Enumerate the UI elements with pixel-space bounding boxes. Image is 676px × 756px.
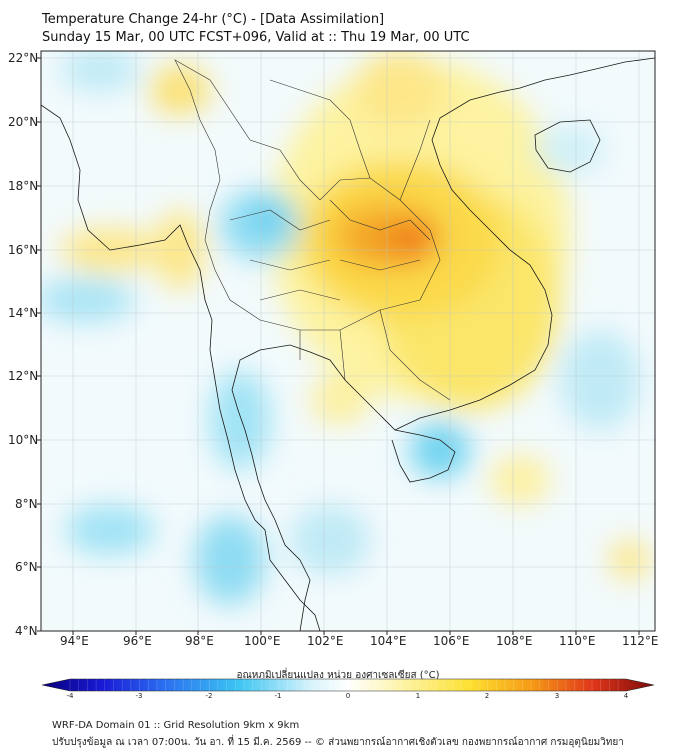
lon-label: 110°E [559, 634, 596, 648]
lat-label: 20°N [8, 115, 39, 129]
map-panel [37, 50, 656, 635]
graticule [41, 51, 655, 631]
lat-label: 6°N [15, 560, 38, 574]
colorbar-title: อุณหภูมิเปลี่ยนแปลง หน่วย องศาเซลเซียส (… [236, 670, 440, 681]
lat-label: 22°N [8, 51, 39, 65]
lon-label: 94°E [60, 634, 89, 648]
lat-label: 8°N [15, 497, 38, 511]
colorbar-tick: -4 [66, 692, 74, 700]
colorbar-tick: -2 [205, 692, 213, 700]
colorbar [41, 678, 655, 692]
colorbar-tick: -1 [274, 692, 282, 700]
coastlines [41, 57, 655, 631]
chart-subtitle: Sunday 15 Mar, 00 UTC FCST+096, Valid at… [42, 30, 470, 45]
lat-label: 14°N [8, 306, 39, 320]
colorbar-tick: 3 [554, 692, 560, 700]
lat-label: 18°N [8, 179, 39, 193]
lon-label: 112°E [622, 634, 659, 648]
lon-label: 106°E [433, 634, 470, 648]
temperature-field [41, 51, 655, 631]
colorbar-tick: -3 [135, 692, 143, 700]
footer-credit: ปรับปรุงข้อมูล ณ เวลา 07:00น. วัน อา. ที… [52, 737, 624, 748]
lon-label: 96°E [123, 634, 152, 648]
lon-label: 100°E [244, 634, 281, 648]
lat-label: 10°N [8, 433, 39, 447]
lon-label: 102°E [307, 634, 344, 648]
colorbar-tick: 1 [415, 692, 421, 700]
chart-title: Temperature Change 24-hr (°C) - [Data As… [42, 12, 385, 27]
lat-label: 12°N [8, 369, 39, 383]
lat-label: 16°N [8, 243, 39, 257]
lat-label: 4°N [15, 624, 38, 638]
colorbar-tick: 2 [484, 692, 490, 700]
borders [174, 59, 451, 401]
colorbar-tick: 4 [623, 692, 629, 700]
lon-label: 108°E [496, 634, 533, 648]
colorbar-tick: 0 [345, 692, 351, 700]
footer-model-info: WRF-DA Domain 01 :: Grid Resolution 9km … [52, 720, 300, 731]
lon-label: 104°E [370, 634, 407, 648]
lon-label: 98°E [185, 634, 214, 648]
